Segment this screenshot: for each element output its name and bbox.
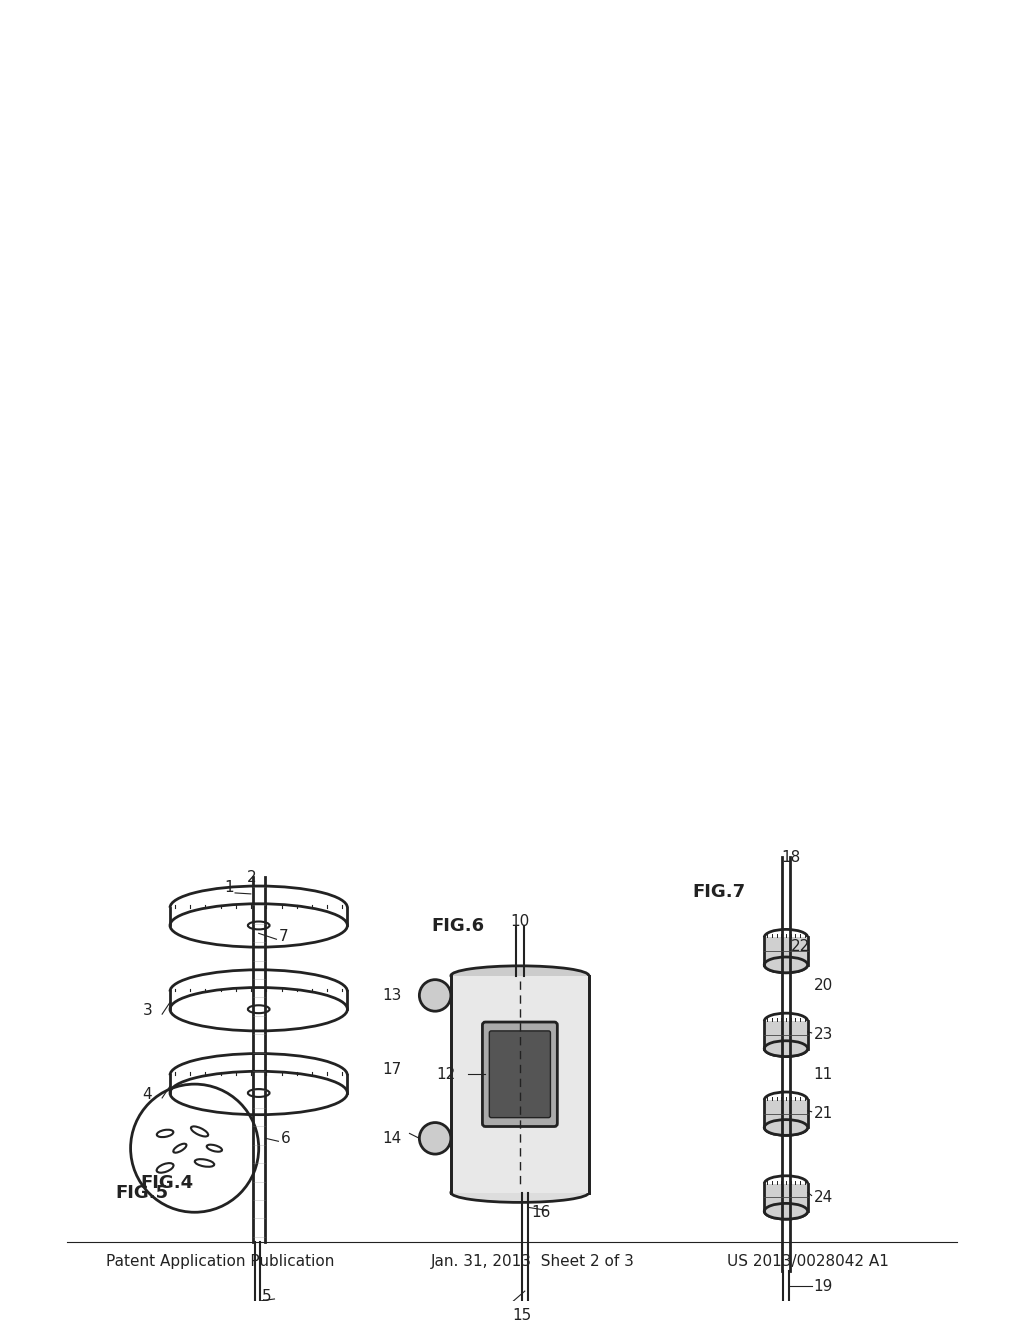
Text: 16: 16	[531, 1205, 551, 1220]
Text: 1: 1	[224, 880, 233, 895]
Ellipse shape	[764, 1040, 808, 1056]
Text: FIG.4: FIG.4	[140, 1173, 194, 1192]
Text: 3: 3	[142, 1003, 153, 1018]
Text: US 2013/0028042 A1: US 2013/0028042 A1	[727, 1254, 889, 1269]
Text: 24: 24	[814, 1189, 833, 1205]
Ellipse shape	[764, 1204, 808, 1220]
Text: 4: 4	[142, 1086, 152, 1102]
Text: FIG.6: FIG.6	[431, 917, 484, 936]
FancyBboxPatch shape	[764, 1184, 808, 1212]
Ellipse shape	[764, 1204, 808, 1220]
Ellipse shape	[451, 966, 589, 986]
Circle shape	[420, 1122, 451, 1154]
FancyBboxPatch shape	[764, 1022, 808, 1048]
FancyBboxPatch shape	[451, 975, 589, 1192]
Text: 21: 21	[814, 1106, 833, 1121]
Text: 20: 20	[814, 978, 833, 993]
Text: 12: 12	[436, 1067, 456, 1082]
Ellipse shape	[764, 957, 808, 973]
Text: 19: 19	[814, 1279, 833, 1294]
FancyBboxPatch shape	[482, 1022, 557, 1126]
Text: 11: 11	[814, 1067, 833, 1082]
Circle shape	[420, 979, 451, 1011]
Text: 10: 10	[510, 913, 529, 929]
Text: 5: 5	[262, 1288, 271, 1304]
FancyBboxPatch shape	[764, 937, 808, 965]
FancyBboxPatch shape	[764, 1100, 808, 1127]
Ellipse shape	[764, 1040, 808, 1056]
FancyBboxPatch shape	[489, 1031, 551, 1118]
Ellipse shape	[764, 957, 808, 973]
Ellipse shape	[764, 1119, 808, 1135]
Text: 7: 7	[279, 929, 288, 944]
Text: Jan. 31, 2013  Sheet 2 of 3: Jan. 31, 2013 Sheet 2 of 3	[431, 1254, 635, 1269]
Ellipse shape	[451, 1183, 589, 1203]
Text: 22: 22	[791, 939, 810, 953]
Text: 17: 17	[382, 1061, 401, 1077]
Text: 13: 13	[382, 987, 401, 1003]
Text: 14: 14	[382, 1131, 401, 1146]
Text: 6: 6	[281, 1131, 290, 1146]
Text: FIG.5: FIG.5	[116, 1184, 169, 1201]
Text: Patent Application Publication: Patent Application Publication	[105, 1254, 334, 1269]
Text: 18: 18	[781, 850, 801, 865]
Text: FIG.7: FIG.7	[692, 883, 745, 902]
Text: 23: 23	[814, 1027, 833, 1043]
Ellipse shape	[764, 1119, 808, 1135]
Text: 2: 2	[247, 870, 256, 886]
Text: 15: 15	[512, 1308, 531, 1320]
